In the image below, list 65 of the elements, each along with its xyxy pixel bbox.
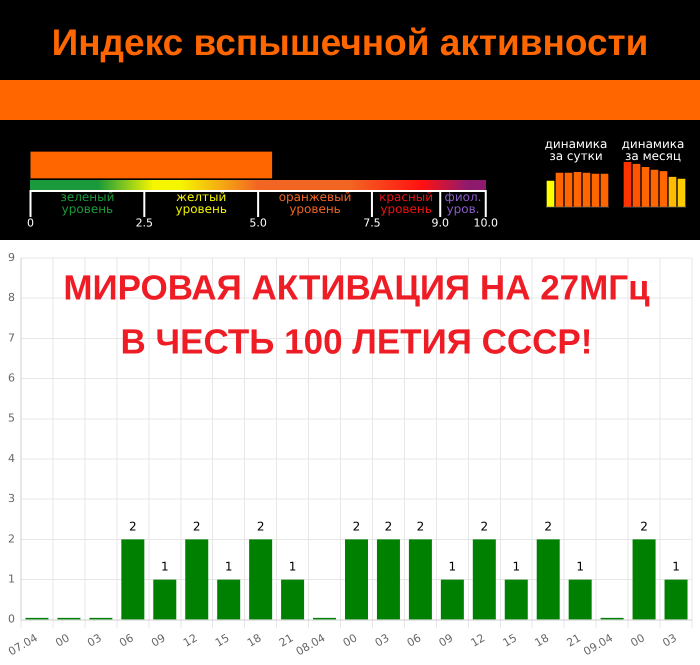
bar xyxy=(678,178,686,207)
text: желтый уровень xyxy=(176,190,227,216)
y-tick-label: 0 xyxy=(8,612,15,626)
y-tick-label: 7 xyxy=(8,331,15,344)
x-tick-label: 10.0 xyxy=(474,216,498,230)
bar xyxy=(624,162,632,207)
x-tick-label: 2.5 xyxy=(136,216,154,230)
y-tick-label: 1 xyxy=(8,572,15,586)
data-label: 2 xyxy=(129,520,137,534)
data-label: 2 xyxy=(256,520,264,534)
data-label: 1 xyxy=(288,560,296,574)
x-tick-label: 7.5 xyxy=(363,216,381,230)
x-tick-label: 12 xyxy=(181,631,200,650)
data-label: 1 xyxy=(224,560,233,574)
chart-title: динамика за сутки xyxy=(544,137,608,163)
data-label: 2 xyxy=(544,520,552,534)
data-label: 2 xyxy=(384,520,392,534)
text: зеленый уровень xyxy=(60,190,114,216)
y-tick-label: 3 xyxy=(8,492,15,506)
x-tick-label: 09 xyxy=(149,631,168,650)
text: фиол. уров. xyxy=(444,190,482,216)
text: оранжевый уровень xyxy=(278,190,352,216)
y-tick-label: 2 xyxy=(8,532,15,546)
data-label: 2 xyxy=(192,520,201,534)
bar xyxy=(546,180,554,207)
x-tick-label: 21 xyxy=(276,631,296,650)
chart-title: Индекс вспышечной активности xyxy=(50,22,650,64)
y-tick-label: 6 xyxy=(8,371,15,384)
x-tick-label: 12 xyxy=(468,631,488,650)
x-tick-label: 00 xyxy=(628,631,647,650)
text: красный уровень xyxy=(379,190,434,216)
y-tick-label: 4 xyxy=(8,452,15,465)
data-label: 2 xyxy=(352,520,360,534)
x-tick-label: 00 xyxy=(53,631,72,650)
x-tick-label: 15 xyxy=(500,631,520,650)
chart-title: динамика за месяц xyxy=(620,137,686,163)
annotation: МИРОВАЯ АКТИВАЦИЯ НА 27МГц xyxy=(63,268,650,308)
data-label: 2 xyxy=(416,520,424,534)
data-label: 1 xyxy=(512,560,520,574)
x-tick-label: 06 xyxy=(404,631,424,650)
x-tick-label: 03 xyxy=(85,631,104,650)
data-label: 1 xyxy=(576,560,584,574)
x-tick-label: 00 xyxy=(340,631,360,650)
y-tick-label: 5 xyxy=(8,412,15,425)
y-tick-label: 8 xyxy=(8,291,15,304)
x-tick-label: 03 xyxy=(660,631,679,650)
data-label: 1 xyxy=(160,560,169,574)
data-label: 2 xyxy=(480,520,488,534)
data-label: 1 xyxy=(448,560,456,574)
x-tick-label: 03 xyxy=(372,631,392,650)
x-tick-label: 09 xyxy=(436,631,456,650)
x-tick-label: 5.0 xyxy=(249,216,267,230)
x-tick-label: 18 xyxy=(244,631,264,650)
x-tick-label: 21 xyxy=(564,631,584,650)
x-tick-label: 0 xyxy=(27,216,34,230)
x-tick-label: 9.0 xyxy=(431,216,449,230)
x-tick-label: 06 xyxy=(117,631,136,650)
x-tick-label: 18 xyxy=(532,631,552,650)
bar xyxy=(668,176,676,207)
data-label: 1 xyxy=(672,560,680,574)
y-tick-label: 9 xyxy=(8,250,15,264)
x-tick-label: 15 xyxy=(212,631,232,650)
bar xyxy=(632,164,640,207)
annotation: В ЧЕСТЬ 100 ЛЕТИЯ СССР! xyxy=(120,322,592,362)
data-label: 2 xyxy=(640,520,648,534)
